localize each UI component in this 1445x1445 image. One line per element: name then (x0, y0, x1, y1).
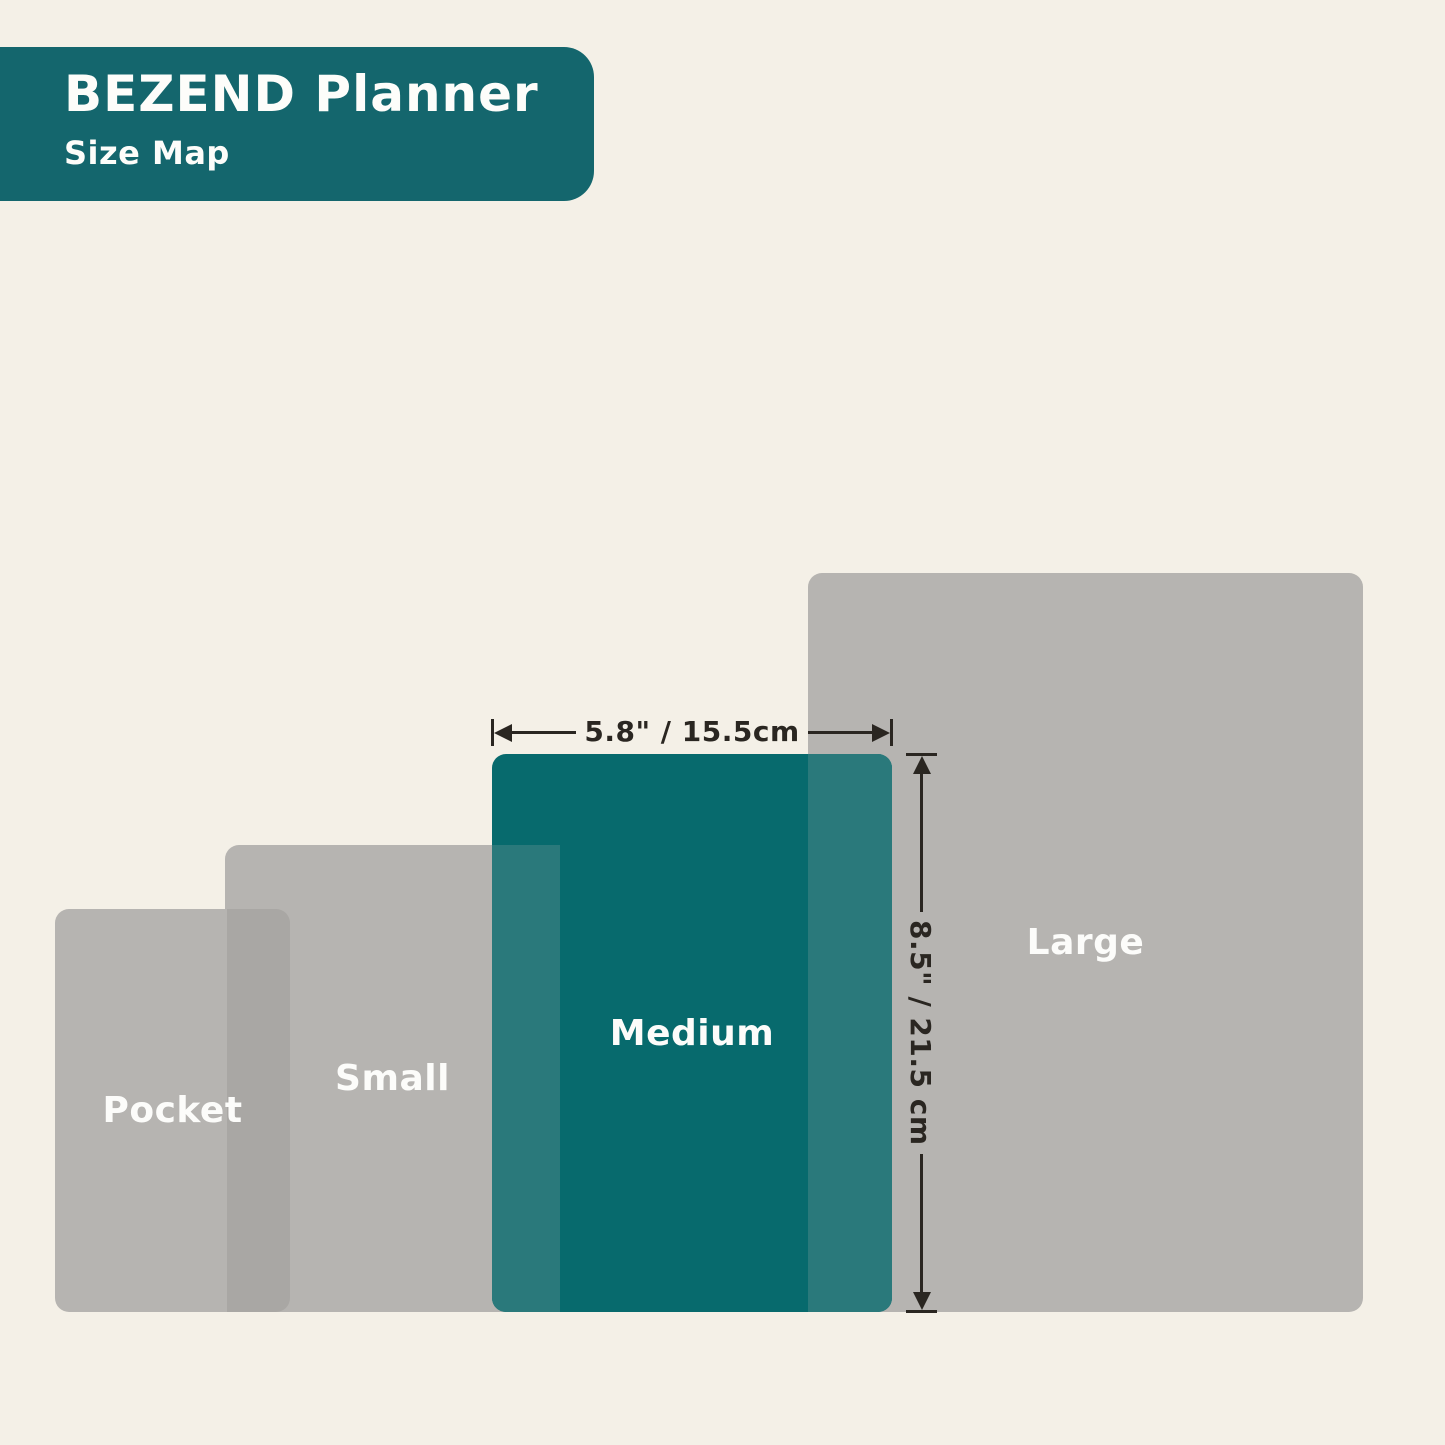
dimension-line-bottom-segment (920, 1153, 923, 1292)
size-label-pocket: Pocket (102, 1090, 243, 1131)
arrowhead-right-icon (872, 723, 890, 742)
dimension-line-top-segment (920, 774, 923, 913)
dimension-line-left-segment (512, 731, 577, 734)
dimension-tick-right (890, 719, 893, 746)
arrowhead-left-icon (494, 723, 512, 742)
width-dimension-label: 5.8" / 15.5cm (584, 715, 800, 748)
arrowhead-up-icon (912, 756, 931, 774)
dimension-tick-top (906, 753, 937, 756)
page-subtitle: Size Map (64, 134, 230, 172)
size-rect-large: Large (808, 573, 1363, 1312)
overlap-shade-small-medium (492, 845, 560, 1312)
arrowhead-down-icon (912, 1292, 931, 1310)
size-rect-pocket: Pocket (55, 909, 290, 1312)
width-dimension: 5.8" / 15.5cm (491, 715, 893, 748)
overlap-shade-pocket-small (227, 909, 290, 1312)
dimension-tick-bottom (906, 1310, 937, 1313)
page-title: BEZEND Planner (64, 65, 539, 123)
size-label-large: Large (1026, 922, 1145, 963)
size-rect-medium: Medium (492, 754, 892, 1312)
height-dimension-label: 8.5" / 21.5 cm (904, 920, 937, 1146)
header-card: BEZEND Planner Size Map (0, 47, 594, 201)
dimension-tick-left (491, 719, 494, 746)
height-dimension: 8.5" / 21.5 cm (904, 753, 937, 1313)
overlap-shade-medium-large (808, 754, 892, 1312)
dimension-line-right-segment (807, 731, 872, 734)
size-label-small: Small (335, 1058, 450, 1099)
size-label-medium: Medium (609, 1012, 775, 1054)
